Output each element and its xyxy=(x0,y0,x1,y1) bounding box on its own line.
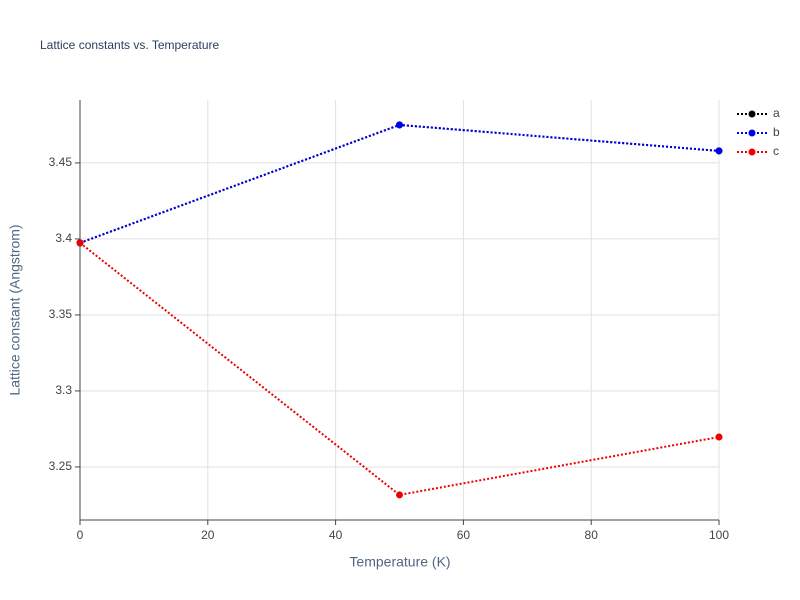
x-tick-label: 0 xyxy=(77,528,84,542)
x-axis-title: Temperature (K) xyxy=(349,554,450,570)
legend-marker xyxy=(748,110,756,118)
x-tick-label: 100 xyxy=(709,528,729,542)
y-tick-label: 3.25 xyxy=(49,459,73,473)
y-tick-label: 3.35 xyxy=(49,307,73,321)
data-point xyxy=(396,121,403,129)
x-tick-label: 60 xyxy=(457,528,471,542)
y-tick-label: 3.3 xyxy=(55,383,72,397)
y-tick-label: 3.4 xyxy=(55,231,72,245)
y-axis-title: Lattice constant (Angstrom) xyxy=(7,224,23,395)
legend-label: c xyxy=(773,144,779,158)
chart-title: Lattice constants vs. Temperature xyxy=(40,38,220,52)
series-line xyxy=(79,242,720,496)
x-tick-label: 40 xyxy=(329,528,343,542)
series-line xyxy=(79,123,720,244)
legend-marker xyxy=(748,148,756,156)
y-tick-label: 3.45 xyxy=(49,155,73,169)
legend-label: b xyxy=(773,125,780,139)
legend-marker xyxy=(748,129,756,137)
legend-label: a xyxy=(773,106,780,120)
x-tick-label: 80 xyxy=(585,528,599,542)
data-point xyxy=(76,239,84,247)
data-point xyxy=(715,147,723,155)
data-point xyxy=(715,433,723,441)
data-point xyxy=(396,491,403,499)
x-tick-label: 20 xyxy=(201,528,215,542)
